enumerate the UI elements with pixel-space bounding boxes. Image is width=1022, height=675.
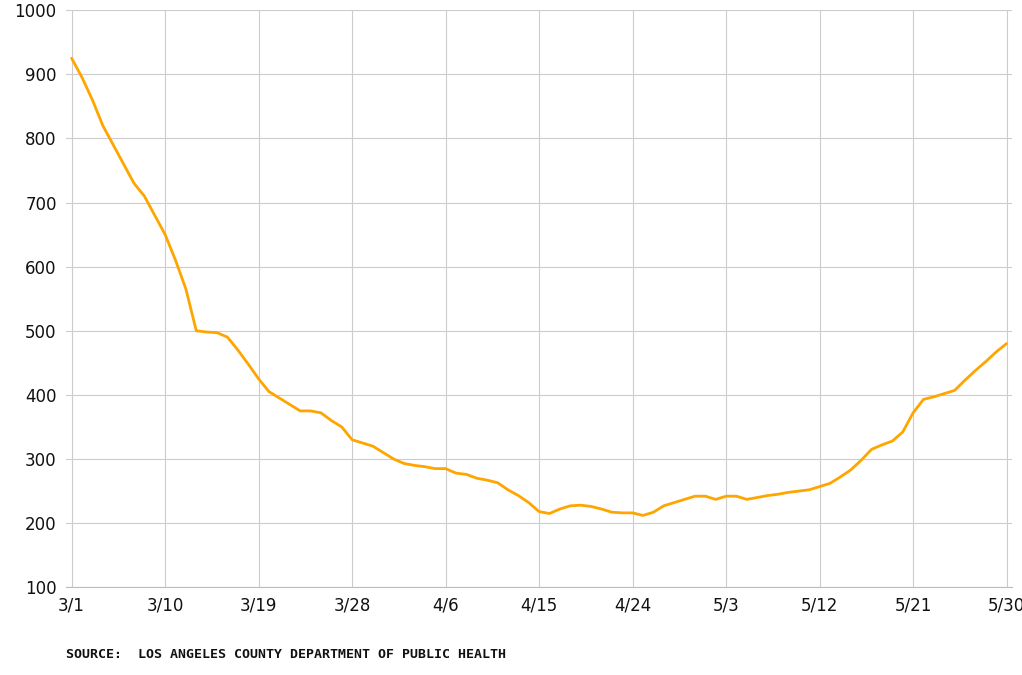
Text: SOURCE:  LOS ANGELES COUNTY DEPARTMENT OF PUBLIC HEALTH: SOURCE: LOS ANGELES COUNTY DEPARTMENT OF… (66, 649, 507, 662)
